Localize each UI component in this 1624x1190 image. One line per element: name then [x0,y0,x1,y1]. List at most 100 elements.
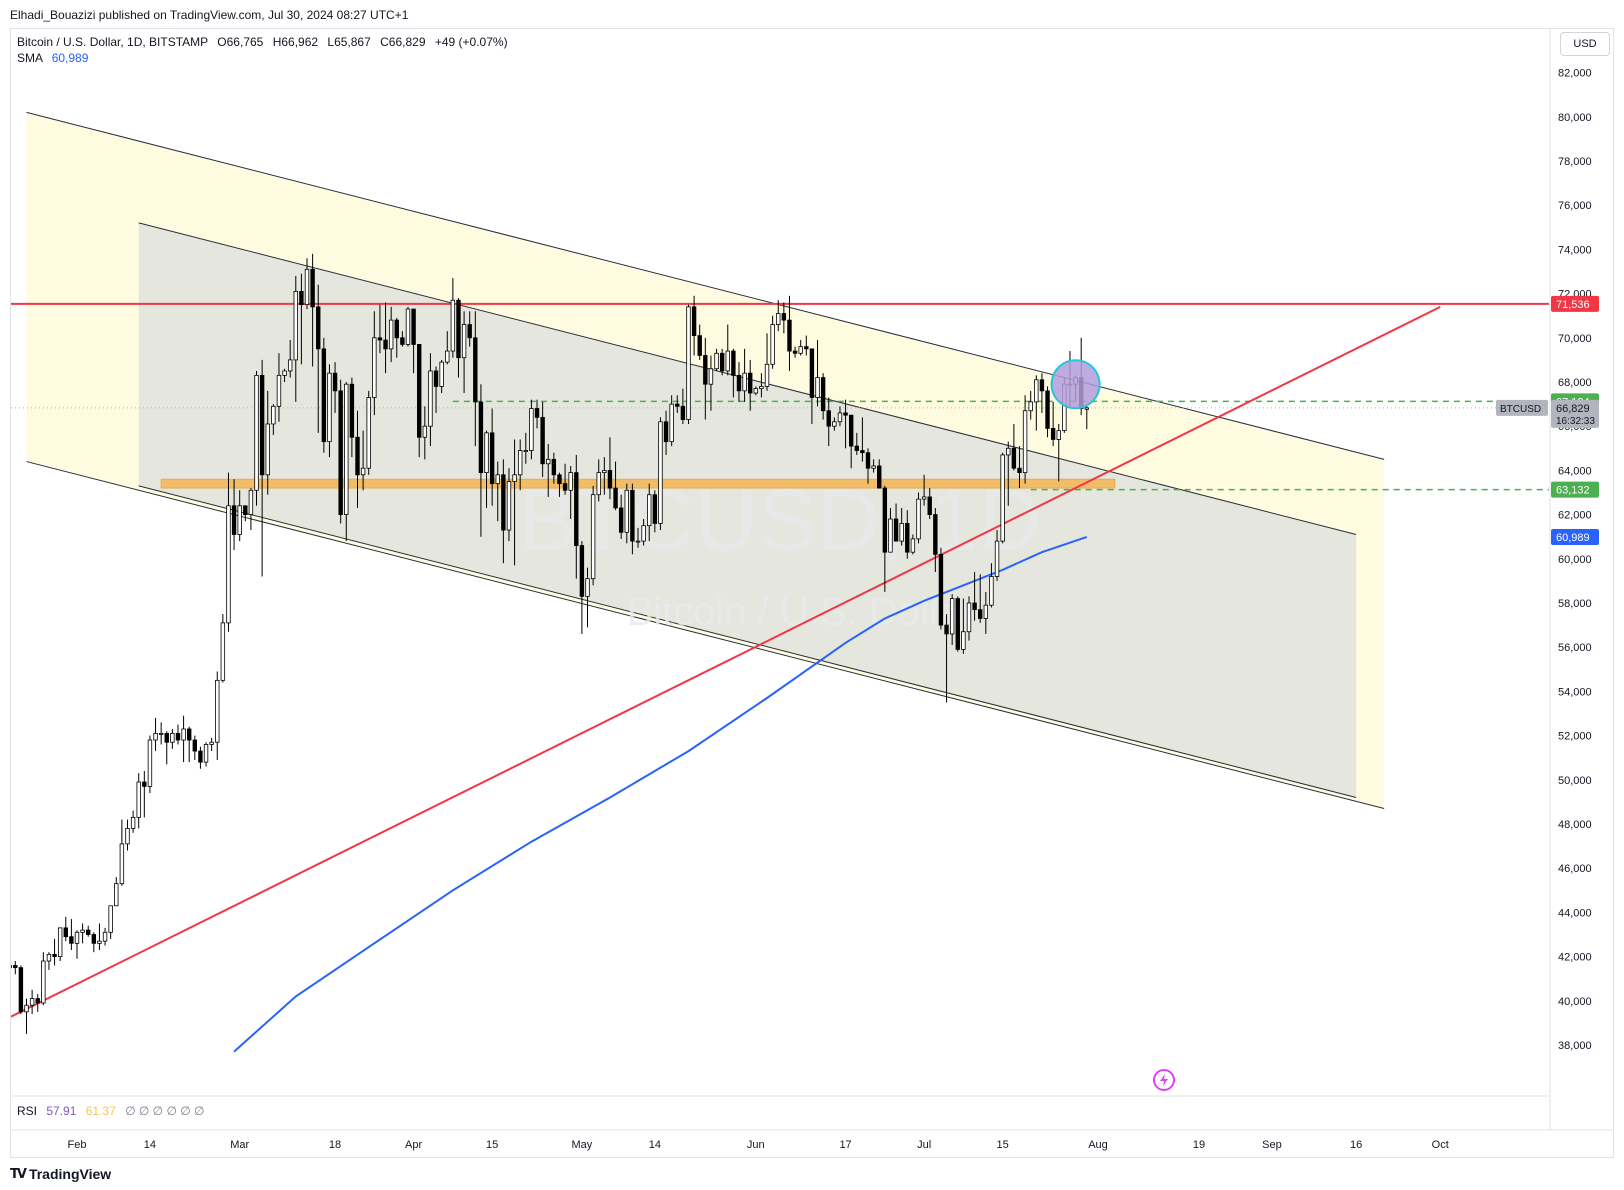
candle[interactable] [826,397,831,447]
candle[interactable] [192,735,198,760]
candle[interactable] [91,932,97,953]
candle[interactable] [86,925,91,937]
candle[interactable] [546,443,551,497]
candle[interactable] [893,503,899,542]
candle[interactable] [18,965,24,1015]
candle[interactable] [489,408,495,506]
candle[interactable] [1017,446,1022,489]
candle[interactable] [882,485,888,592]
candle[interactable] [624,483,629,544]
candle[interactable] [220,614,226,683]
candle[interactable] [714,348,719,371]
candle[interactable] [237,490,242,542]
candle[interactable] [231,479,237,550]
candle[interactable] [405,306,411,347]
legend-symbol[interactable]: Bitcoin / U.S. Dollar, 1D, BITSTAMP [17,35,208,49]
candle[interactable] [276,353,282,422]
candle[interactable] [203,742,209,767]
candle[interactable] [703,337,708,420]
candle[interactable] [613,461,618,511]
candle[interactable] [186,726,192,763]
candle[interactable] [69,919,74,950]
candle[interactable] [607,437,613,500]
candle[interactable] [360,430,366,491]
candle[interactable] [74,930,80,959]
candle[interactable] [142,770,147,818]
channel-outer-lower-line[interactable] [26,461,1385,810]
candle[interactable] [534,399,540,429]
rsi-label[interactable]: RSI [17,1104,38,1118]
candle[interactable] [1050,401,1056,447]
candle[interactable] [725,324,730,376]
candle[interactable] [764,333,770,391]
candle[interactable] [1039,373,1045,413]
candle[interactable] [557,472,562,497]
candle[interactable] [377,304,383,354]
candle[interactable] [955,596,960,652]
candle[interactable] [8,963,12,976]
candle[interactable] [618,494,624,539]
candle[interactable] [46,952,52,970]
candle[interactable] [865,448,871,484]
candle[interactable] [24,998,29,1034]
candle[interactable] [153,717,158,752]
candle[interactable] [562,463,568,495]
candle[interactable] [338,379,343,524]
candle[interactable] [759,373,764,398]
candle[interactable] [282,368,287,382]
candle[interactable] [809,348,815,424]
candle[interactable] [433,366,439,413]
candle[interactable] [461,311,467,394]
candle[interactable] [568,465,573,520]
legend-sma-label[interactable]: SMA [17,51,43,65]
candle[interactable] [596,459,601,502]
candle[interactable] [310,253,315,367]
candle[interactable] [164,731,169,765]
candle[interactable] [495,461,500,522]
candle[interactable] [506,468,512,542]
tradingview-logo[interactable]: 𝗧𝗩 TradingView [10,1166,111,1182]
candle[interactable] [574,454,579,579]
candle[interactable] [321,337,327,453]
candle[interactable] [949,594,955,645]
candle[interactable] [602,457,607,495]
candle[interactable] [226,472,231,632]
candle[interactable] [1000,452,1005,544]
candle[interactable] [989,563,994,608]
candle[interactable] [417,344,422,458]
candle[interactable] [832,417,837,431]
candle[interactable] [170,728,175,749]
candle[interactable] [927,488,932,520]
candle[interactable] [254,370,259,506]
candle[interactable] [259,359,265,577]
candle[interactable] [966,596,972,641]
candle[interactable] [719,348,725,376]
candle[interactable] [529,399,534,460]
candle[interactable] [843,399,848,449]
candle[interactable] [938,547,944,630]
candle[interactable] [304,258,310,310]
candle[interactable] [198,746,203,769]
candle[interactable] [798,340,803,356]
candle[interactable] [961,598,966,654]
candle[interactable] [52,938,57,966]
candle[interactable] [944,614,949,703]
candle[interactable] [287,340,293,378]
candle[interactable] [551,452,557,484]
candle[interactable] [428,353,433,447]
candle[interactable] [366,390,371,475]
candle[interactable] [731,348,736,398]
candle[interactable] [422,406,428,460]
candle[interactable] [871,459,876,473]
candle[interactable] [450,278,456,358]
candle[interactable] [742,348,747,402]
candle[interactable] [108,905,113,939]
support-zone[interactable] [160,478,1116,489]
candle[interactable] [80,923,85,944]
candle[interactable] [243,505,248,522]
candle[interactable] [1022,395,1028,484]
candle[interactable] [686,304,691,424]
candle[interactable] [13,961,18,975]
sma-line[interactable] [233,535,1088,1053]
